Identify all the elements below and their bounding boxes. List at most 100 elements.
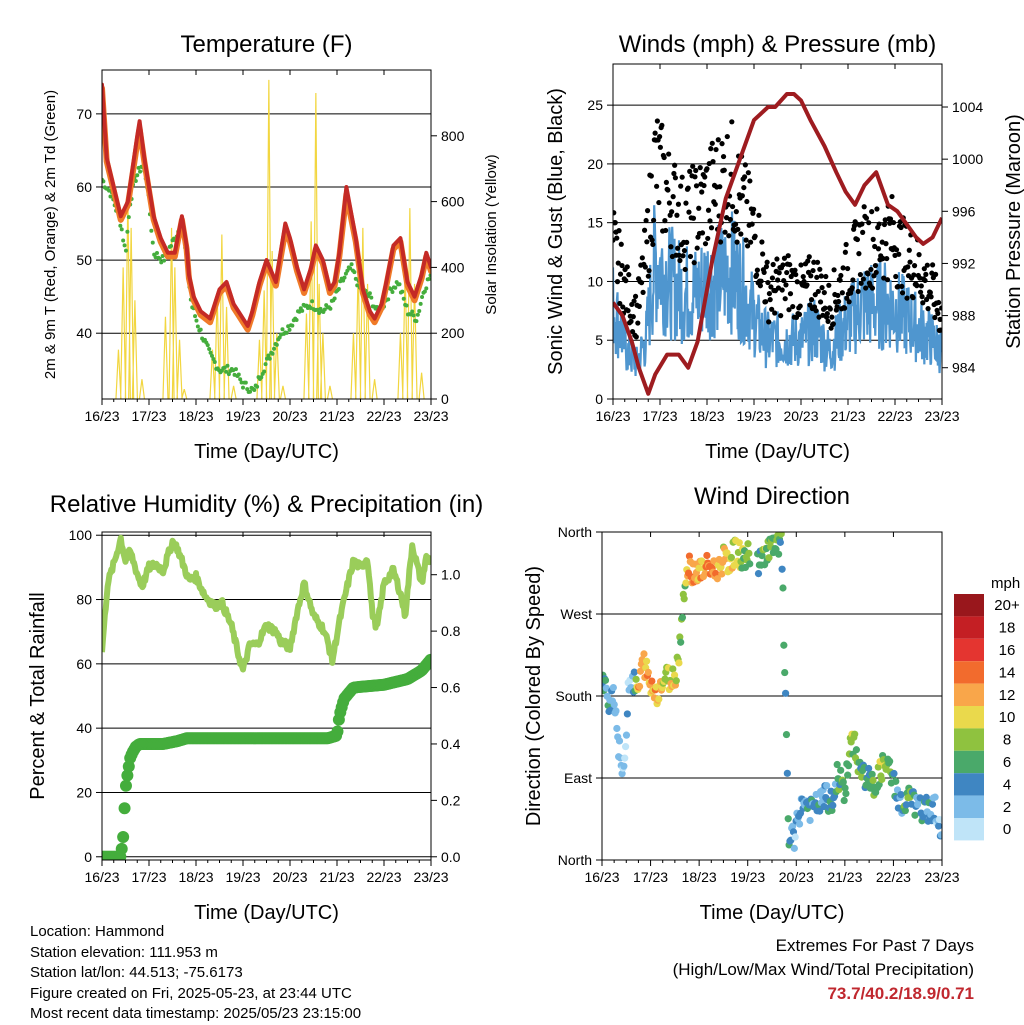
y-tick-label: 20 [76, 784, 92, 800]
gust-point [870, 236, 876, 242]
x-tick-label: 18/23 [682, 869, 717, 885]
x-tick-label: 19/23 [225, 869, 260, 885]
gust-point [904, 295, 910, 301]
gust-point [708, 146, 714, 152]
gust-point [855, 288, 861, 295]
plot-area [102, 79, 431, 399]
x-axis: 16/23 17/23 18/23 19/23 20/23 21/23 22/23 23/23 [84, 532, 449, 885]
gust-point [742, 162, 748, 168]
y-tick-label: 70 [76, 106, 92, 122]
gust-point [775, 277, 781, 283]
direction-point [602, 676, 610, 684]
gust-point [927, 289, 933, 296]
gust-point [797, 303, 803, 309]
x-tick-label: 21/23 [827, 869, 862, 885]
direction-point [648, 677, 656, 685]
legend-swatch [954, 661, 984, 684]
gust-point [692, 174, 698, 180]
gust-point [659, 122, 665, 128]
gust-point [825, 318, 831, 324]
gust-point [761, 269, 767, 276]
direction-point [758, 552, 766, 560]
dewpoint-point [397, 282, 402, 287]
gust-point [836, 298, 842, 305]
dewpoint-point [332, 296, 337, 301]
gust-point [893, 273, 899, 280]
x-tick-label: 22/23 [877, 408, 912, 424]
gust-point [800, 274, 806, 280]
x-tick-label: 16/23 [84, 869, 119, 885]
x-tick-label: 16/23 [584, 869, 619, 885]
series-pressure [613, 91, 942, 396]
gust-point [778, 313, 784, 319]
gust-point [654, 118, 660, 124]
gust-point [756, 212, 762, 218]
gust-point [651, 217, 657, 223]
gust-point [785, 253, 791, 259]
gust-point [708, 225, 715, 231]
direction-point [892, 777, 900, 785]
direction-point [765, 554, 773, 562]
dewpoint-point [424, 286, 429, 291]
y2-tick-label: 1.0 [441, 567, 461, 583]
gust-point [624, 264, 630, 270]
gust-point [911, 272, 917, 278]
chart-title: Relative Humidity (%) & Precipitation (i… [50, 491, 483, 518]
dewpoint-point [255, 384, 260, 389]
dewpoint-point [404, 303, 409, 308]
gust-point [787, 291, 794, 297]
legend-swatch [954, 683, 984, 706]
gust-point [715, 137, 721, 143]
direction-point [937, 831, 942, 839]
gust-point [887, 216, 894, 222]
direction-point [723, 549, 731, 557]
y-tick-label: East [564, 770, 592, 786]
gust-point [644, 208, 651, 214]
dewpoint-point [417, 309, 422, 314]
panel-winds: Winds (mph) & Pressure (mb) 16/23 17/23 18/… [545, 31, 1024, 463]
gust-point [846, 299, 852, 305]
dewpoint-point [322, 307, 327, 312]
gust-point [743, 237, 749, 243]
dewpoint-point [150, 240, 155, 245]
gust-point [691, 260, 697, 266]
direction-point [780, 641, 788, 649]
y-axis-right: 0.0 0.2 0.4 0.6 0.8 1.0 [431, 567, 461, 865]
direction-point [669, 665, 677, 673]
x-tick-label: 22/23 [366, 869, 401, 885]
gust-point [811, 259, 817, 265]
dewpoint-point [263, 362, 268, 367]
gust-point [657, 134, 663, 140]
plot-area [613, 91, 942, 396]
y-axis-label: 2m & 9m T (Red, Orange) & 2m Td (Green) [42, 90, 59, 379]
gust-point [672, 175, 679, 181]
gust-point [824, 310, 830, 317]
gust-point [686, 209, 692, 215]
gust-point [781, 255, 788, 261]
gust-point [766, 290, 773, 297]
gust-point [933, 271, 939, 277]
gust-point [696, 205, 702, 211]
gust-point [856, 251, 862, 257]
gust-point [923, 271, 929, 277]
gust-point [717, 184, 723, 190]
direction-point [632, 675, 640, 683]
y2-tick-label: 1000 [952, 151, 983, 167]
gust-point [863, 285, 869, 291]
gust-point [713, 146, 719, 153]
gust-point [748, 239, 754, 245]
dewpoint-point [194, 318, 199, 323]
gust-point [770, 261, 776, 268]
gust-point [671, 170, 677, 177]
gust-point [693, 183, 700, 189]
direction-point [840, 796, 848, 805]
dewpoint-point [245, 387, 250, 392]
series-direction [602, 532, 942, 852]
gust-point [837, 277, 843, 283]
gust-point [899, 290, 906, 296]
gust-point [808, 297, 815, 303]
dewpoint-point [126, 215, 131, 220]
gust-point [630, 314, 636, 320]
gust-point [675, 245, 681, 251]
gust-point [935, 310, 941, 316]
